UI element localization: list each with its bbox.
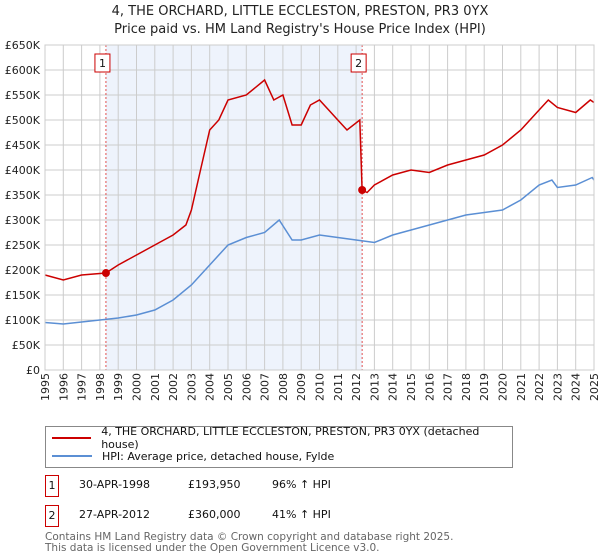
sale-point [101, 269, 110, 278]
y-tick-label: £200K [5, 264, 41, 277]
y-tick-label: £500K [5, 114, 41, 127]
x-tick-label: 2012 [350, 373, 363, 401]
annotation-label: 2 [355, 57, 362, 70]
x-tick-label: 2021 [515, 373, 528, 401]
x-tick-label: 1998 [94, 373, 107, 401]
x-tick-label: 1999 [112, 373, 125, 401]
x-tick-label: 2010 [314, 373, 327, 401]
x-tick-label: 1996 [57, 373, 70, 401]
y-tick-label: £450K [5, 139, 41, 152]
annotation-box [350, 53, 367, 73]
annotation-box [94, 53, 111, 73]
x-tick-label: 1997 [76, 373, 89, 401]
x-tick-label: 2003 [185, 373, 198, 401]
footer-line-1: Contains HM Land Registry data © Crown c… [45, 531, 454, 543]
y-tick-label: £650K [5, 39, 41, 52]
transaction-price: £193,950 [188, 478, 241, 491]
transaction-badge: 1 [45, 475, 59, 497]
y-tick-label: £400K [5, 164, 41, 177]
footer-line-2: This data is licensed under the Open Gov… [45, 542, 380, 554]
legend-label: HPI: Average price, detached house, Fyld… [102, 449, 335, 463]
x-tick-label: 2013 [368, 373, 381, 401]
x-tick-label: 2025 [588, 373, 600, 401]
x-tick-label: 2018 [460, 373, 473, 401]
y-tick-label: £100K [5, 314, 41, 327]
property-price-line [44, 78, 595, 281]
hpi-line [44, 176, 595, 325]
x-tick-label: 2001 [149, 373, 162, 401]
transaction-date: 30-APR-1998 [79, 478, 151, 491]
y-tick-label: £600K [5, 64, 41, 77]
y-tick-label: £50K [12, 339, 41, 352]
legend: 4, THE ORCHARD, LITTLE ECCLESTON, PRESTO… [45, 425, 513, 468]
x-tick-label: 2000 [131, 373, 144, 401]
transaction-badge: 2 [45, 505, 59, 527]
x-tick-label: 2024 [570, 373, 583, 401]
y-tick-label: £350K [5, 189, 41, 202]
x-tick-label: 2014 [387, 373, 400, 401]
legend-swatch-red [52, 437, 92, 439]
legend-item-property: 4, THE ORCHARD, LITTLE ECCLESTON, PRESTO… [52, 425, 512, 451]
transaction-price: £360,000 [188, 508, 241, 521]
price-chart: 1995 1996 1997 1998 1999 2000 2001 2002 2003 2004… [5, 39, 600, 401]
x-tick-label: 2007 [259, 373, 272, 401]
subtitle: Price paid vs. HM Land Registry's House … [114, 22, 486, 37]
footer: Contains HM Land Registry data © Crown c… [45, 532, 453, 554]
transaction-hpi: 41% ↑ HPI [272, 508, 331, 521]
sale-point [358, 186, 367, 194]
legend-item-hpi: HPI: Average price, detached house, Fyld… [52, 447, 334, 465]
legend-label: 4, THE ORCHARD, LITTLE ECCLESTON, PRESTO… [101, 425, 480, 451]
x-tick-label: 2009 [295, 373, 308, 401]
title: 4, THE ORCHARD, LITTLE ECCLESTON, PRESTO… [111, 4, 489, 19]
x-tick-label: 2017 [442, 373, 455, 401]
x-tick-label: 2002 [167, 373, 180, 401]
x-tick-label: 2023 [551, 373, 564, 401]
annotation-label: 1 [99, 57, 106, 70]
y-tick-label: £0 [26, 364, 40, 377]
y-tick-label: £550K [5, 89, 41, 102]
x-tick-label: 2020 [497, 373, 510, 401]
x-tick-label: 2005 [222, 373, 235, 401]
x-tick-label: 2008 [277, 373, 290, 401]
legend-swatch-blue [52, 455, 92, 457]
x-tick-label: 2006 [240, 373, 253, 401]
x-tick-label: 2019 [478, 373, 491, 401]
x-tick-label: 2015 [405, 373, 418, 401]
transaction-date: 27-APR-2012 [79, 508, 151, 521]
plot-border [44, 44, 595, 371]
x-tick-label: 2016 [423, 373, 436, 401]
x-tick-label: 1995 [39, 373, 52, 401]
x-tick-label: 2011 [332, 373, 345, 401]
y-tick-label: £300K [5, 214, 41, 227]
y-tick-label: £250K [5, 239, 41, 252]
y-tick-label: £150K [5, 289, 41, 302]
x-tick-label: 2022 [533, 373, 546, 401]
chart-title: 4, THE ORCHARD, LITTLE ECCLESTON, PRESTO… [0, 3, 600, 39]
shaded-period [105, 45, 363, 370]
transaction-hpi: 96% ↑ HPI [272, 478, 331, 491]
x-tick-label: 2004 [204, 373, 217, 401]
